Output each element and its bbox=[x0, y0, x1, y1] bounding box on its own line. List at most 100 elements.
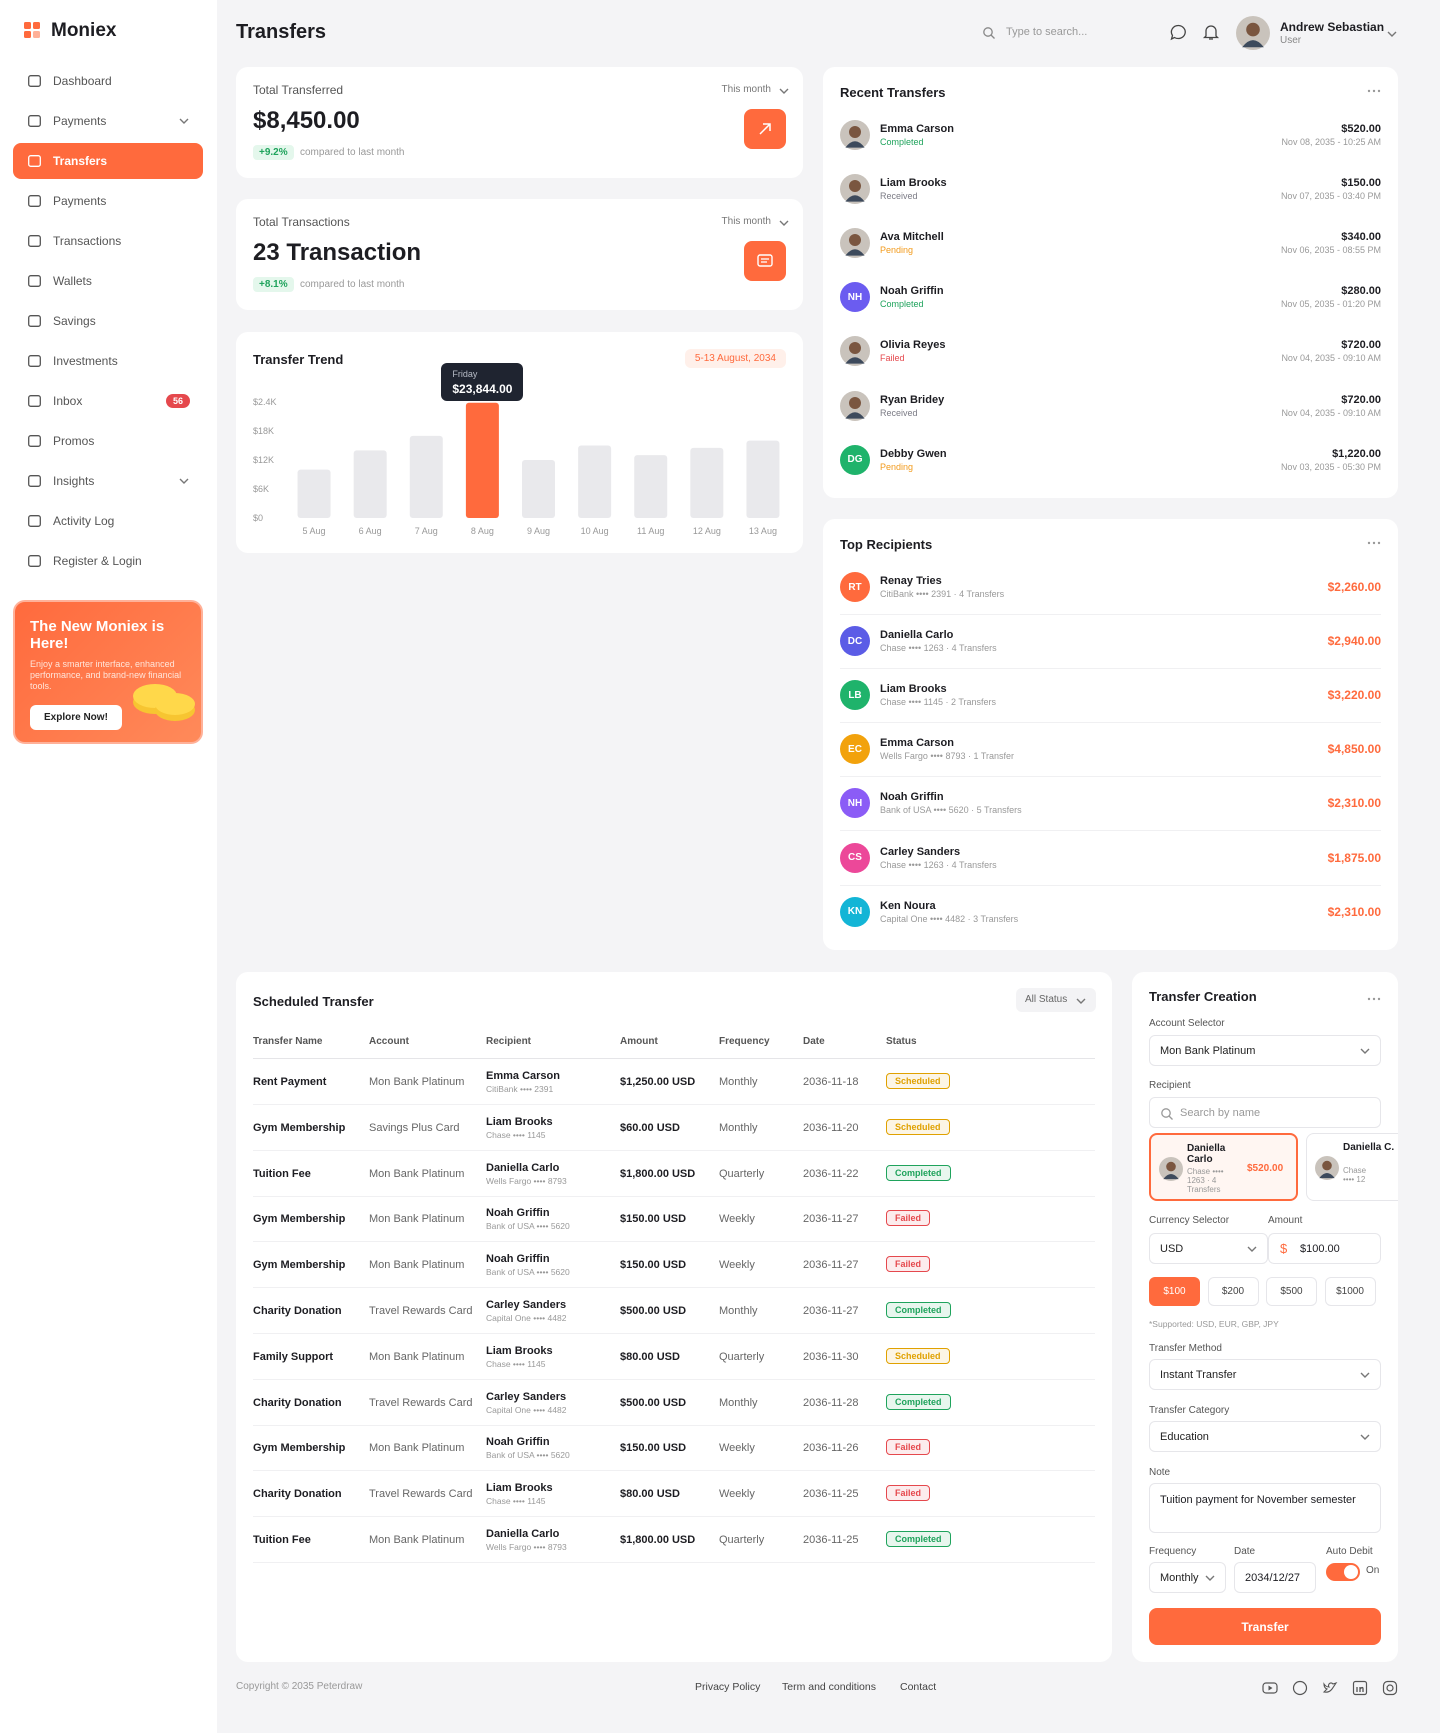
recipient-search[interactable]: Search by name bbox=[1149, 1097, 1381, 1128]
nav-item[interactable]: Promos bbox=[53, 434, 95, 448]
transfer-date: Nov 04, 2035 - 09:10 AM bbox=[1281, 353, 1381, 364]
stat-change: +8.1% bbox=[253, 277, 294, 292]
social-icon bbox=[1262, 1682, 1278, 1694]
footer-link[interactable]: Contact bbox=[900, 1681, 937, 1693]
footer-link[interactable]: Privacy Policy bbox=[695, 1681, 761, 1693]
recipient-card[interactable]: Daniella C. Chase •••• 12 bbox=[1306, 1133, 1398, 1201]
promo-card: The New Moniex is Here! Enjoy a smarter i… bbox=[13, 600, 203, 744]
nav-item[interactable]: Insights bbox=[53, 474, 95, 488]
transfer-name: Charity Donation bbox=[253, 1396, 342, 1409]
quick-amount-button[interactable]: $100 bbox=[1149, 1277, 1200, 1306]
recipient-amount: $4,850.00 bbox=[1327, 742, 1381, 757]
recipient-name: Daniella Carlo bbox=[880, 629, 954, 642]
recipient-bank: Bank of USA •••• 5620 bbox=[486, 1450, 570, 1461]
frequency: Weekly bbox=[719, 1213, 755, 1226]
recipient-detail: Wells Fargo •••• 8793 · 1 Transfer bbox=[880, 751, 1014, 762]
amount-input[interactable]: $ $100.00 bbox=[1268, 1233, 1381, 1264]
recipient-name: Noah Griffin bbox=[486, 1253, 550, 1266]
date: 2036-11-20 bbox=[803, 1121, 859, 1134]
divider bbox=[840, 614, 1381, 615]
transfer-name: Gym Membership bbox=[253, 1259, 346, 1272]
nav-item[interactable]: Payments bbox=[53, 194, 107, 208]
note-input[interactable]: Tuition payment for November semester bbox=[1149, 1483, 1381, 1533]
nav-item[interactable]: Transfers bbox=[53, 154, 108, 168]
recipient-amount: $3,220.00 bbox=[1327, 688, 1381, 703]
transfer-button[interactable]: Transfer bbox=[1149, 1608, 1381, 1645]
status-filter[interactable]: All Status bbox=[1016, 988, 1096, 1012]
y-tick-label: $6K bbox=[253, 484, 269, 494]
avatar-photo bbox=[840, 228, 870, 259]
amount: $150.00 USD bbox=[620, 1213, 687, 1226]
stat-icon-button[interactable] bbox=[744, 109, 786, 149]
status-badge: Failed bbox=[886, 1485, 931, 1502]
transfer-date: Nov 03, 2035 - 05:30 PM bbox=[1280, 461, 1381, 472]
auto-debit-toggle[interactable] bbox=[1326, 1563, 1360, 1581]
quick-amount-button[interactable]: $1000 bbox=[1324, 1277, 1376, 1306]
recipient-name: Emma Carson bbox=[486, 1070, 560, 1082]
stat-compare: compared to last month bbox=[300, 147, 405, 158]
account: Mon Bank Platinum bbox=[369, 1259, 465, 1272]
nav-item[interactable]: Payments bbox=[53, 114, 107, 128]
nav-item[interactable]: Savings bbox=[53, 314, 96, 328]
bar bbox=[409, 435, 443, 518]
footer-link[interactable]: Term and conditions bbox=[782, 1681, 876, 1693]
row-divider bbox=[253, 1470, 1095, 1472]
frequency-select[interactable]: Monthly bbox=[1149, 1562, 1226, 1593]
quick-amount-button[interactable]: $500 bbox=[1266, 1277, 1317, 1306]
date: 2036-11-28 bbox=[803, 1396, 859, 1409]
nav-item[interactable]: Inbox bbox=[53, 394, 83, 408]
note-text: Tuition payment for November semester bbox=[1160, 1494, 1356, 1506]
status-badge: Completed bbox=[886, 1164, 951, 1181]
method-select[interactable]: Instant Transfer bbox=[1149, 1359, 1381, 1390]
chevron-icon bbox=[779, 220, 789, 226]
social-icon bbox=[1352, 1680, 1368, 1696]
account: Mon Bank Platinum bbox=[369, 1167, 465, 1180]
status-badge: Failed bbox=[886, 1210, 931, 1227]
amount: $60.00 USD bbox=[620, 1121, 680, 1134]
recipient-bank: Chase •••• 1145 bbox=[486, 1129, 546, 1140]
chevron-icon bbox=[179, 478, 189, 484]
transfer-date: Nov 07, 2035 - 03:40 PM bbox=[1280, 191, 1381, 202]
status-badge: Completed bbox=[886, 1302, 951, 1318]
transfer-name: Tuition Fee bbox=[253, 1534, 311, 1546]
nav-item[interactable]: Dashboard bbox=[53, 74, 112, 88]
nav-item[interactable]: Activity Log bbox=[53, 514, 115, 528]
nav-active-bg bbox=[13, 143, 203, 179]
date-input[interactable]: 2034/12/27 bbox=[1234, 1562, 1316, 1593]
stat-icon-button[interactable] bbox=[744, 241, 786, 281]
recipient-name: Daniella C. bbox=[1343, 1142, 1395, 1153]
nav-item[interactable]: Transactions bbox=[53, 234, 122, 248]
amount: $1,800.00 USD bbox=[620, 1167, 696, 1180]
nav-item[interactable]: Investments bbox=[53, 354, 118, 368]
x-tick-label: 5 Aug bbox=[303, 526, 326, 536]
scheduled-card: Scheduled Transfer All Status Transfer Nam… bbox=[236, 972, 1112, 1662]
frequency: Quarterly bbox=[719, 1350, 765, 1363]
transfer-date: Nov 05, 2035 - 01:20 PM bbox=[1280, 299, 1381, 310]
quick-amount-button[interactable]: $200 bbox=[1207, 1277, 1259, 1306]
nav-item[interactable]: Wallets bbox=[53, 274, 92, 288]
stat-period[interactable]: This month bbox=[721, 216, 771, 227]
avatar-initials: RT bbox=[840, 572, 870, 602]
stat-card: Total Transferred This month $8,450.00 +9.2… bbox=[236, 67, 803, 178]
chevron-icon bbox=[779, 88, 789, 94]
currency-select[interactable]: USD bbox=[1149, 1233, 1268, 1264]
category-select[interactable]: Education bbox=[1149, 1421, 1381, 1452]
column-header: Recipient bbox=[486, 1036, 532, 1047]
stat-period[interactable]: This month bbox=[721, 84, 771, 95]
account-select[interactable]: Mon Bank Platinum bbox=[1149, 1035, 1381, 1066]
recipient-name: Noah Griffin bbox=[880, 791, 944, 804]
bar bbox=[634, 455, 668, 518]
search-input[interactable]: Type to search... bbox=[1006, 26, 1088, 38]
filter-label: All Status bbox=[1025, 994, 1068, 1005]
x-tick-label: 7 Aug bbox=[415, 526, 438, 536]
promo-button[interactable]: Explore Now! bbox=[30, 705, 122, 730]
account: Savings Plus Card bbox=[369, 1121, 460, 1134]
column-header: Date bbox=[803, 1036, 825, 1047]
avatar-photo bbox=[840, 336, 870, 367]
nav-item[interactable]: Register & Login bbox=[53, 554, 142, 568]
divider bbox=[840, 722, 1381, 724]
recipient-amount: $2,310.00 bbox=[1327, 796, 1381, 811]
recipient-card[interactable]: Daniella Carlo Chase •••• 1263 · 4 Transf… bbox=[1149, 1133, 1298, 1201]
field-label: Frequency bbox=[1149, 1546, 1197, 1557]
date-value: 2034/12/27 bbox=[1245, 1572, 1301, 1584]
